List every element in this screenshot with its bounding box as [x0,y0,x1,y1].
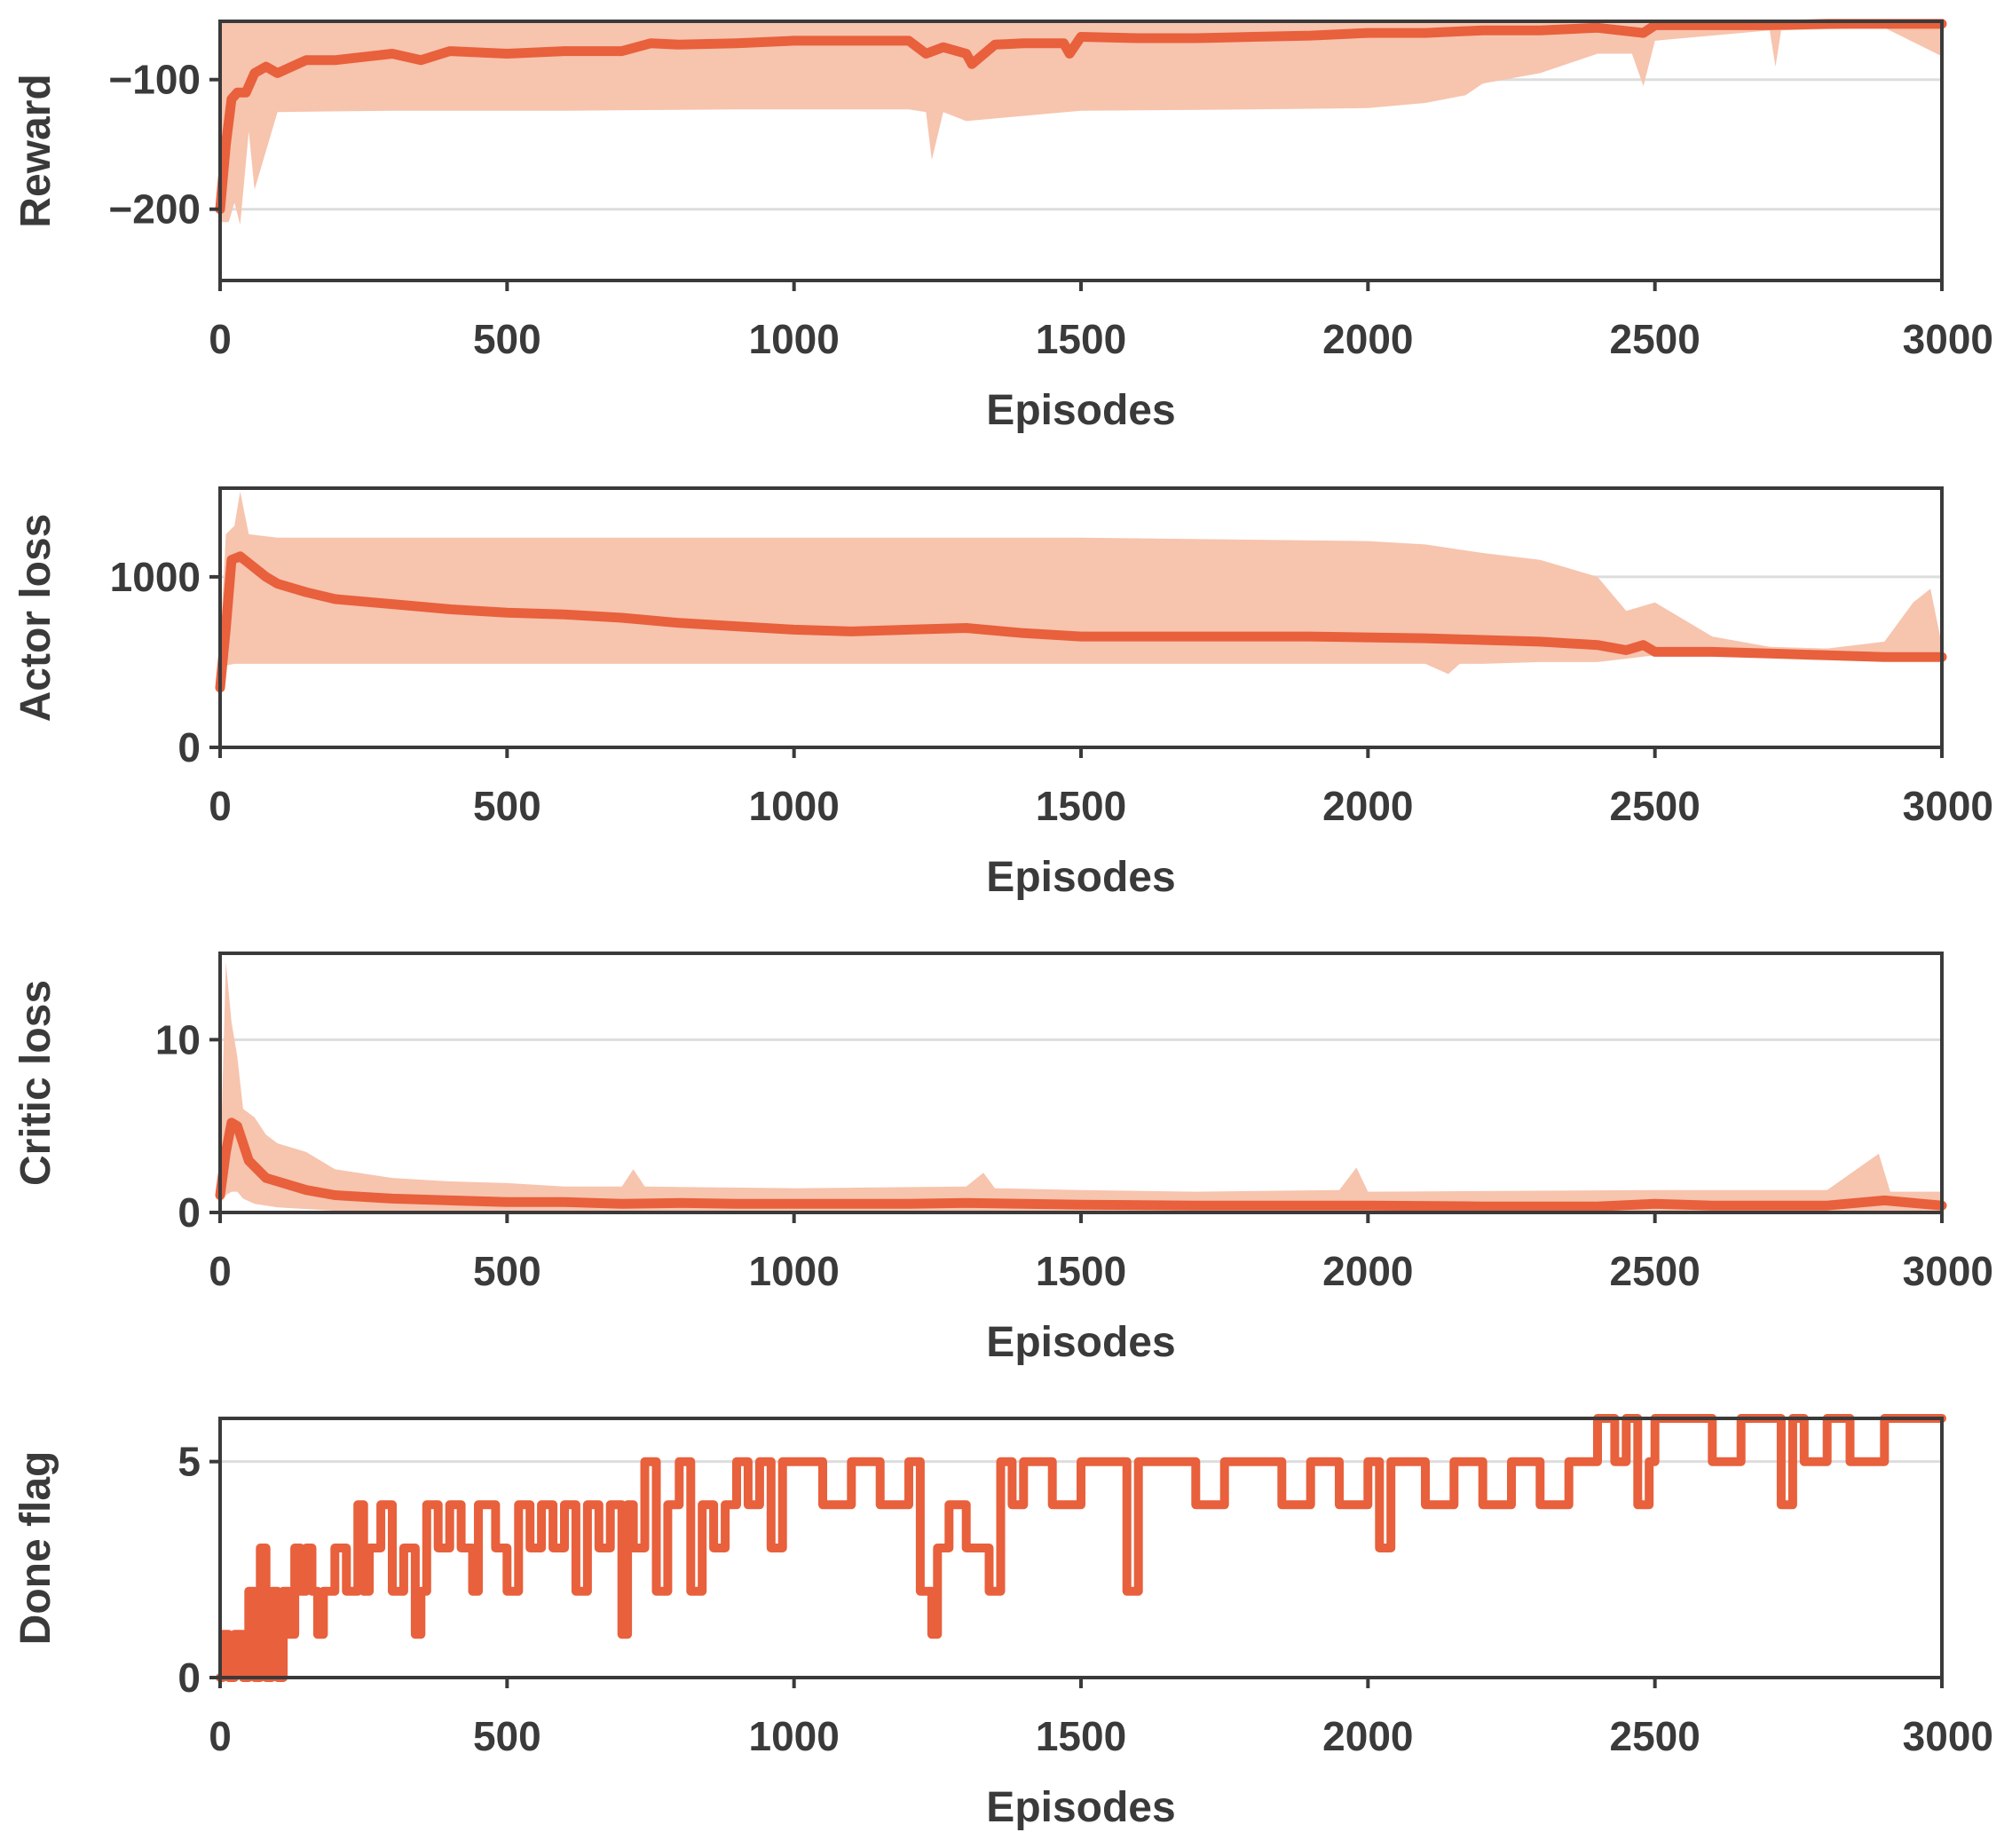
reward-x-tick-label: 1500 [1036,316,1126,362]
actor-loss-x-tick-label: 3000 [1903,783,1993,829]
critic-loss-confidence-band [220,961,1942,1212]
reward-x-tick-label: 3000 [1903,316,1993,362]
critic-loss-y-tick-label: 0 [178,1189,201,1236]
reward-y-tick-label: −100 [108,57,201,103]
done-flag-x-tick-label: 1500 [1036,1713,1126,1759]
critic-loss-y-axis-title: Critic loss [12,980,59,1186]
reward-confidence-band [220,21,1942,225]
reward-panel: 0 500 1000 1500 2000 2500 3000 −200 −100 Episode… [12,19,1993,434]
critic-loss-axes-frame [218,952,1944,1214]
critic-loss-x-tick-label: 500 [473,1248,541,1294]
critic-loss-x-tick-label: 1000 [748,1248,839,1294]
actor-loss-mean-line [215,551,1947,693]
actor-loss-x-tick-label: 2500 [1609,783,1700,829]
critic-loss-x-tick-label: 1500 [1036,1248,1126,1294]
critic-loss-x-axis-title: Episodes [986,1319,1175,1366]
done-flag-x-tick-label: 1000 [748,1713,839,1759]
critic-loss-panel: 0 500 1000 1500 2000 2500 3000 0 10 Episodes Cri… [12,952,1993,1366]
critic-loss-mean-line [215,1117,1947,1212]
done-flag-x-tick-label: 2500 [1609,1713,1700,1759]
actor-loss-confidence-band [220,491,1942,688]
done-flag-y-tick-label: 5 [178,1439,201,1485]
critic-loss-y-tick-label: 10 [155,1016,201,1062]
critic-loss-x-tick-label: 3000 [1903,1248,1993,1294]
actor-loss-x-tick-label: 0 [209,783,232,829]
done-flag-y-axis-title: Done flag [12,1451,59,1646]
reward-x-tick-label: 1000 [748,316,839,362]
actor-loss-panel: 0 500 1000 1500 2000 2500 3000 0 1000 Episodes A… [12,486,1993,901]
critic-loss-x-tick-label: 2000 [1322,1248,1413,1294]
actor-loss-x-tick-label: 2000 [1322,783,1413,829]
reward-y-tick-label: −200 [108,186,201,233]
actor-loss-x-axis-title: Episodes [986,854,1175,901]
actor-loss-y-tick-label: 1000 [110,554,201,600]
actor-loss-x-tick-label: 500 [473,783,541,829]
done-flag-y-tick-label: 0 [178,1655,201,1701]
reward-x-axis-title: Episodes [986,387,1175,434]
reward-mean-line [215,19,1947,215]
critic-loss-x-tick-label: 0 [209,1248,232,1294]
reward-x-tick-label: 2000 [1322,316,1413,362]
done-flag-step-line [216,1414,1946,1682]
done-flag-x-tick-label: 500 [473,1713,541,1759]
reward-x-tick-label: 500 [473,316,541,362]
critic-loss-x-tick-label: 2500 [1609,1248,1700,1294]
actor-loss-x-tick-label: 1000 [748,783,839,829]
actor-loss-y-tick-label: 0 [178,724,201,770]
done-flag-x-tick-label: 2000 [1322,1713,1413,1759]
done-flag-panel: 0 500 1000 1500 2000 2500 3000 0 5 Episodes Done… [12,1414,1993,1831]
done-flag-x-axis-title: Episodes [986,1784,1175,1831]
reward-y-axis-title: Reward [12,74,59,227]
reward-x-tick-label: 2500 [1609,316,1700,362]
actor-loss-y-axis-title: Actor loss [12,514,59,723]
reward-x-tick-label: 0 [209,316,232,362]
done-flag-x-tick-label: 0 [209,1713,232,1759]
actor-loss-x-tick-label: 1500 [1036,783,1126,829]
done-flag-x-tick-label: 3000 [1903,1713,1993,1759]
